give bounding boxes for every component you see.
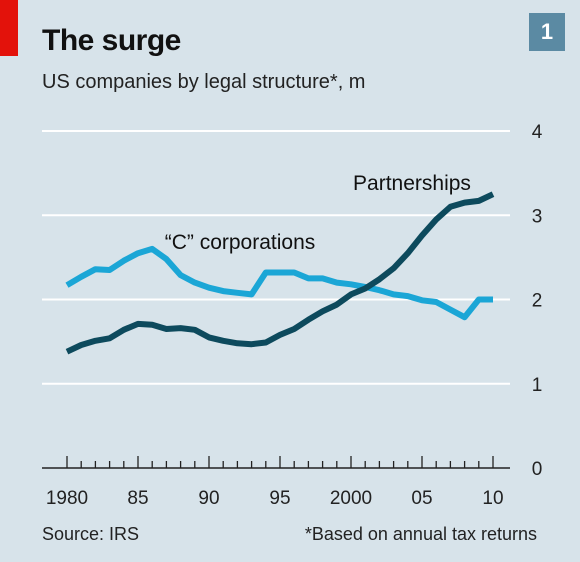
y-tick-label-3: 3 bbox=[532, 206, 543, 227]
source-note: Source: IRS bbox=[42, 524, 140, 544]
chart-title: The surge bbox=[42, 24, 181, 57]
x-tick-label-1985: 85 bbox=[127, 488, 148, 509]
c-corporations-line bbox=[65, 245, 493, 321]
y-tick-label-4: 4 bbox=[532, 122, 543, 143]
y-tick-label-2: 2 bbox=[532, 291, 543, 312]
x-tick-label-1990: 90 bbox=[198, 488, 219, 509]
x-tick-label-2005: 05 bbox=[411, 488, 432, 509]
partnerships-line bbox=[65, 191, 495, 355]
x-tick-label-1995: 95 bbox=[269, 488, 290, 509]
y-tick-label-0: 0 bbox=[532, 459, 543, 480]
footnote: *Based on annual tax returns bbox=[304, 524, 537, 544]
brand-tab bbox=[0, 0, 18, 56]
chart-subtitle: US companies by legal structure*, m bbox=[42, 71, 366, 93]
chart-number-badge: 1 bbox=[529, 13, 565, 51]
x-tick-label-2000: 2000 bbox=[330, 488, 372, 509]
c-corporations-label: “C” corporations bbox=[165, 231, 316, 254]
x-tick-label-1980: 1980 bbox=[46, 488, 88, 509]
partnerships-label: Partnerships bbox=[353, 172, 471, 195]
y-tick-label-1: 1 bbox=[532, 375, 543, 396]
x-tick-label-2010: 10 bbox=[482, 488, 503, 509]
